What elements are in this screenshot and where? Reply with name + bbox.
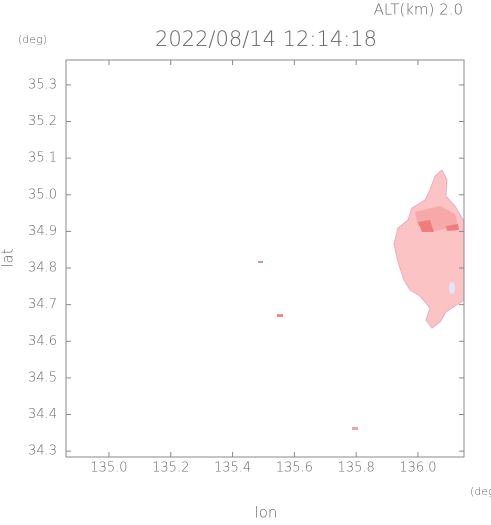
y-tick-label: 35.1 xyxy=(28,151,57,166)
x-unit: (deg) xyxy=(470,485,491,498)
echo-spot xyxy=(277,314,283,317)
y-tick-label: 35.3 xyxy=(28,77,57,92)
y-tick-label: 34.8 xyxy=(28,261,57,276)
x-tick-label: 136.0 xyxy=(399,461,436,476)
y-axis-label: lat xyxy=(0,248,17,267)
chart-title: 2022/08/14 12:14:18 xyxy=(155,27,377,51)
y-tick-label: 35.0 xyxy=(28,187,57,202)
x-tick-label: 135.2 xyxy=(152,461,189,476)
y-tick-label: 35.2 xyxy=(28,114,57,129)
echo-core xyxy=(446,224,459,231)
echo-spot xyxy=(352,427,358,430)
altitude: ALT(km) 2.0 xyxy=(374,1,463,19)
y-tick-label: 34.4 xyxy=(28,407,57,422)
plot-frame xyxy=(65,59,465,458)
echo-gap xyxy=(449,282,455,294)
y-tick-label: 34.5 xyxy=(28,370,57,385)
x-tick-label: 135.4 xyxy=(214,461,251,476)
x-tick-label: 135.6 xyxy=(276,461,313,476)
echo-spot xyxy=(258,261,263,263)
x-tick-label: 135.0 xyxy=(90,461,127,476)
echo-area xyxy=(393,169,465,329)
y-tick-label: 34.3 xyxy=(28,444,57,459)
y-tick-label: 34.7 xyxy=(28,297,57,312)
x-axis-label: lon xyxy=(255,504,278,522)
y-tick-label: 34.6 xyxy=(28,334,57,349)
y-tick-label: 34.9 xyxy=(28,224,57,239)
x-tick-label: 135.8 xyxy=(338,461,375,476)
y-unit: (deg) xyxy=(18,33,47,46)
echo-core xyxy=(418,220,434,232)
echo xyxy=(258,169,465,430)
